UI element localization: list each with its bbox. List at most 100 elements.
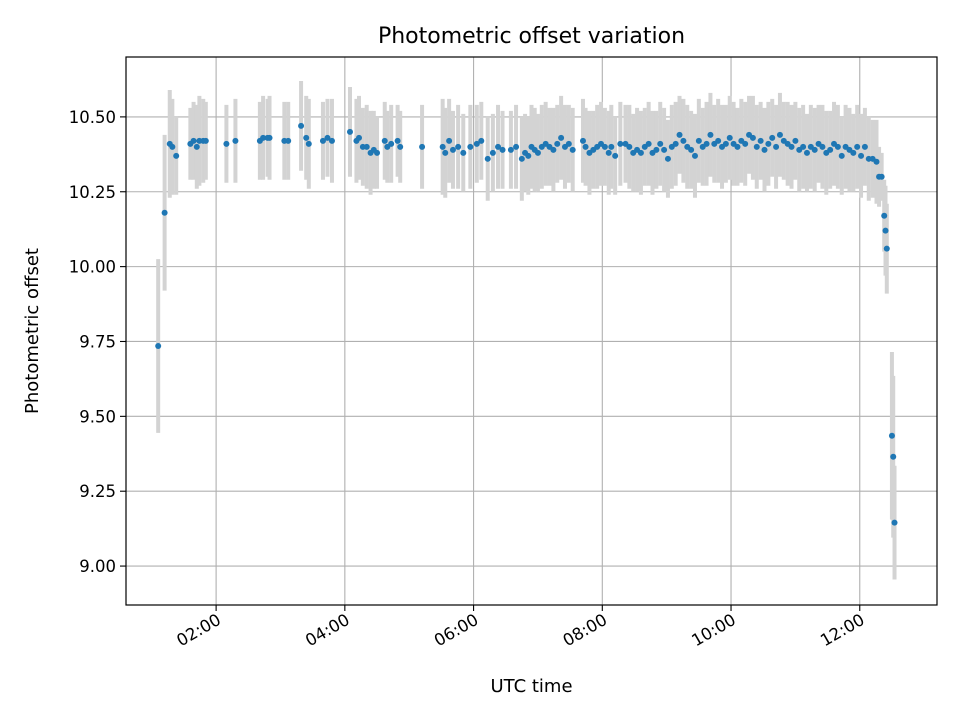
data-point [442,149,449,156]
data-point [489,149,496,156]
data-point [374,149,381,156]
data-point [765,140,772,147]
y-axis-label: Photometric offset [22,248,43,414]
data-point [861,143,868,150]
data-point [513,143,520,150]
data-point [298,122,305,129]
y-tick-label: 9.75 [79,332,116,351]
data-point [873,158,880,165]
data-point [769,134,776,141]
data-point [397,143,404,150]
data-point [753,143,760,150]
data-point [579,137,586,144]
data-point [565,140,572,147]
data-point [761,146,768,153]
data-point [478,137,485,144]
data-point [356,134,363,141]
data-point [266,134,273,141]
data-point [834,143,841,150]
x-tick-label: 10:00 [688,610,739,650]
data-point [811,146,818,153]
data-point [569,146,576,153]
data-point [800,143,807,150]
x-tick-label: 04:00 [302,610,353,650]
data-point [202,137,209,144]
data-point [582,143,589,150]
data-point [788,143,795,150]
data-point [838,152,845,159]
data-point [626,143,633,150]
data-point [757,137,764,144]
data-point [319,137,326,144]
data-point [223,140,230,147]
data-point [680,137,687,144]
plot-frame [125,56,938,606]
data-point [507,146,514,153]
y-tick-label: 9.00 [79,557,116,576]
y-tick-label: 10.00 [69,258,116,277]
data-point [637,149,644,156]
data-point [803,149,810,156]
data-point [550,146,557,153]
data-point [827,146,834,153]
data-point [394,137,401,144]
data-point [664,155,671,162]
data-point [473,140,480,147]
x-axis-label: UTC time [490,676,572,697]
data-point [558,134,565,141]
data-point [749,134,756,141]
data-point [883,245,890,252]
data-point [726,134,733,141]
data-point [328,137,335,144]
data-point [707,131,714,138]
data-point [190,137,197,144]
data-point [645,140,652,147]
data-point [381,137,388,144]
data-point [878,173,885,180]
data-point [858,152,865,159]
data-point [173,152,180,159]
data-point [169,143,176,150]
x-tick-label: 06:00 [431,610,482,650]
data-point [691,152,698,159]
data-point [601,143,608,150]
data-point [499,146,506,153]
data-point [888,432,895,439]
data-point [495,143,502,150]
data-point [525,152,532,159]
y-tick-label: 9.25 [79,482,116,501]
data-point [446,137,453,144]
y-tick-label: 10.50 [69,108,116,127]
x-tick-label: 12:00 [817,610,868,650]
data-point [346,128,353,135]
data-point [881,212,888,219]
data-point [260,134,267,141]
data-point [605,149,612,156]
data-point [324,134,331,141]
data-point [890,453,897,460]
data-point [608,143,615,150]
data-point [449,146,456,153]
data-point [305,140,312,147]
x-tick-label: 02:00 [173,610,224,650]
data-point [303,134,310,141]
data-point [676,131,683,138]
data-point [672,140,679,147]
data-point [854,143,861,150]
data-point [518,155,525,162]
data-point [285,137,292,144]
data-point [703,140,710,147]
data-point [612,152,619,159]
data-point [467,143,474,150]
data-point [484,155,491,162]
data-point [554,140,561,147]
data-point [819,143,826,150]
data-point [661,146,668,153]
data-point [155,342,162,349]
data-point [455,143,462,150]
data-point [439,143,446,150]
data-point [657,140,664,147]
data-point [742,140,749,147]
data-point [891,519,898,526]
